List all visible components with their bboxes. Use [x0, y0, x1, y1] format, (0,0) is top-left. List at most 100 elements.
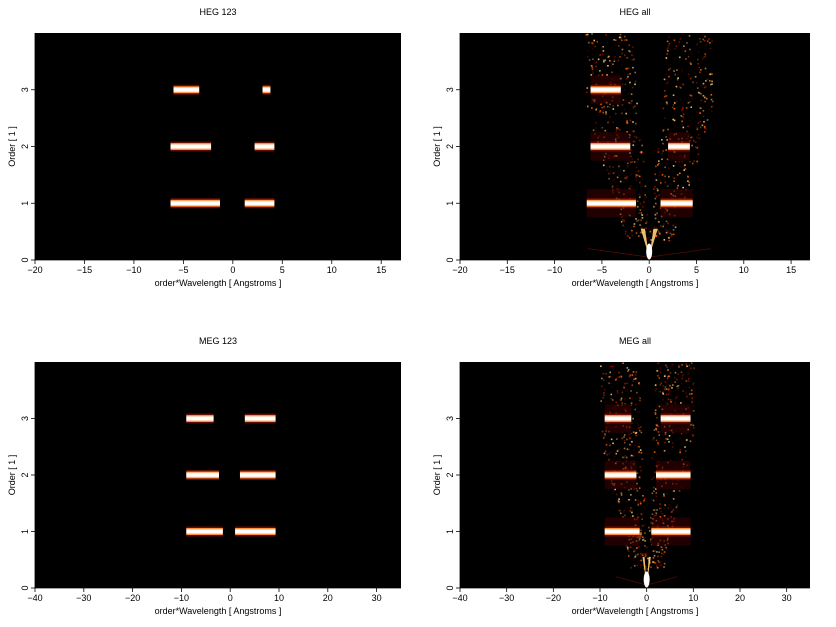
speckle [666, 53, 669, 55]
speckle [655, 235, 657, 238]
speckle [642, 494, 644, 497]
speckle [667, 229, 670, 232]
speckle [653, 561, 656, 564]
speckle [588, 59, 591, 61]
order-streak [262, 86, 271, 94]
speckle [605, 443, 608, 446]
speckle [700, 99, 703, 102]
speckle [687, 125, 689, 128]
speckle [658, 174, 660, 177]
speckle [595, 108, 598, 111]
order-streak [660, 415, 691, 422]
speckle [682, 373, 685, 376]
speckle [630, 390, 632, 392]
speckle [664, 179, 667, 182]
speckle [636, 102, 638, 105]
speckle [690, 389, 693, 392]
speckle [618, 36, 621, 39]
speckle [689, 77, 692, 80]
speckle [656, 509, 658, 511]
speckle [632, 380, 634, 383]
speckle [660, 546, 663, 548]
speckle [667, 47, 669, 49]
speckle [641, 525, 644, 527]
speckle [642, 500, 645, 503]
speckle [669, 372, 672, 374]
speckle [669, 390, 672, 393]
speckle [675, 507, 678, 509]
x-tick-label: −30 [499, 593, 514, 603]
speckle [626, 166, 629, 169]
speckle [666, 550, 669, 552]
x-axis-label: order*Wavelength [ Angstroms ] [155, 606, 282, 616]
speckle [638, 429, 641, 432]
speckle [655, 439, 658, 442]
speckle [601, 74, 604, 76]
speckle [663, 493, 665, 496]
speckle [633, 449, 635, 452]
speckle [671, 399, 674, 401]
speckle [636, 205, 639, 208]
speckle [617, 104, 619, 107]
speckle [676, 385, 678, 388]
speckle [684, 50, 687, 52]
speckle [653, 188, 655, 190]
speckle [663, 394, 665, 397]
speckle [673, 490, 675, 492]
speckle [639, 556, 642, 558]
speckle [662, 399, 664, 401]
heatmap-area [170, 84, 275, 209]
speckle [631, 54, 633, 57]
speckle [642, 543, 645, 546]
speckle [616, 128, 618, 130]
speckle [624, 232, 627, 235]
speckle [628, 50, 630, 52]
speckle [662, 107, 665, 110]
speckle [678, 71, 681, 73]
speckle [657, 374, 659, 377]
speckle [664, 441, 666, 444]
speckle [690, 367, 692, 370]
speckle [676, 187, 679, 189]
speckle [691, 76, 693, 78]
order-streak [590, 86, 621, 94]
speckle [668, 175, 670, 178]
order-streak [244, 415, 276, 422]
speckle [632, 46, 634, 49]
speckle [630, 454, 633, 457]
speckle [653, 192, 656, 195]
speckle [659, 390, 661, 393]
x-axis-label: order*Wavelength [ Angstroms ] [572, 278, 699, 288]
speckle [679, 86, 682, 89]
speckle [627, 73, 629, 76]
speckle [631, 161, 634, 163]
speckle [662, 391, 664, 394]
speckle [658, 232, 661, 235]
speckle [615, 493, 618, 496]
speckle [669, 387, 672, 389]
speckle [606, 169, 609, 171]
speckle [635, 122, 637, 125]
speckle [635, 377, 637, 380]
speckle [585, 91, 588, 94]
speckle [630, 155, 632, 158]
speckle [675, 85, 678, 88]
speckle [665, 393, 668, 396]
speckle [693, 409, 695, 412]
order-streak [186, 415, 214, 422]
speckle [630, 99, 632, 102]
speckle [631, 422, 634, 424]
speckle [591, 66, 594, 69]
speckle [702, 85, 704, 88]
speckle [692, 81, 694, 84]
speckle [608, 177, 610, 180]
speckle [630, 494, 632, 496]
order-streak [235, 528, 276, 535]
speckle [704, 35, 706, 38]
speckle [677, 387, 680, 390]
speckle [621, 112, 623, 115]
speckle [682, 100, 685, 102]
speckle [630, 102, 632, 105]
speckle [626, 235, 628, 237]
speckle [635, 373, 637, 376]
